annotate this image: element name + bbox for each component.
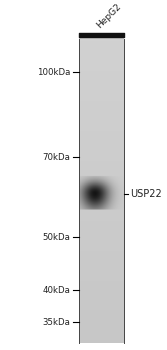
Text: 70kDa: 70kDa: [43, 153, 71, 162]
Text: 50kDa: 50kDa: [43, 233, 71, 242]
Text: 100kDa: 100kDa: [37, 68, 71, 77]
Text: HepG2: HepG2: [95, 2, 123, 30]
Text: 40kDa: 40kDa: [43, 286, 71, 295]
Text: 35kDa: 35kDa: [43, 317, 71, 327]
Text: USP22: USP22: [130, 189, 162, 199]
